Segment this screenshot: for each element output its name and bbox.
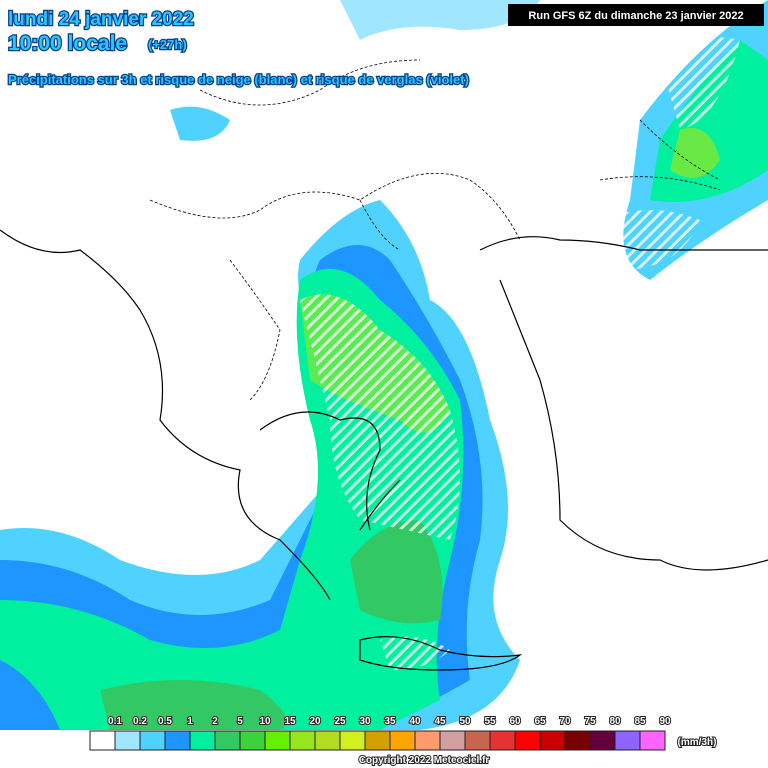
map-subtitle: Précipitations sur 3h et risque de neige… (8, 72, 469, 87)
legend-swatch (439, 730, 466, 751)
legend-label: 25 (334, 716, 346, 727)
legend-swatch (289, 730, 316, 751)
forecast-offset: (+27h) (148, 37, 187, 52)
legend-swatch (564, 730, 591, 751)
legend-label: 70 (559, 716, 571, 727)
legend-label: 45 (434, 716, 446, 727)
legend-label: 0.1 (108, 716, 122, 727)
legend-swatch (614, 730, 641, 751)
forecast-date: lundi 24 janvier 2022 (8, 9, 194, 30)
legend-swatch (89, 730, 116, 751)
legend-label: 50 (459, 716, 471, 727)
legend-label: 5 (237, 716, 243, 727)
legend-swatch (339, 730, 366, 751)
coastlines (0, 59, 768, 671)
legend: 0.1 0.2 0.5 1 2 5 10 15 20 25 30 35 40 45 50 55 60 65 70 75… (89, 715, 672, 751)
legend-label: 40 (409, 716, 421, 727)
precipitation (0, 0, 768, 730)
legend-label: 85 (634, 716, 646, 727)
legend-swatch (114, 730, 141, 751)
legend-swatch (314, 730, 341, 751)
legend-label: 80 (609, 716, 621, 727)
legend-swatch (589, 730, 616, 751)
legend-swatch (264, 730, 291, 751)
legend-label: 10 (259, 716, 271, 727)
legend-swatch (639, 730, 666, 751)
legend-swatch (164, 730, 191, 751)
forecast-time: 10:00 locale (8, 32, 127, 55)
legend-swatch (364, 730, 391, 751)
run-info: Run GFS 6Z du dimanche 23 janvier 2022 (528, 10, 743, 22)
legend-label: 0.5 (158, 716, 172, 727)
legend-swatch (189, 730, 216, 751)
legend-label: 0.2 (133, 716, 147, 727)
legend-label: 65 (534, 716, 546, 727)
legend-swatch (464, 730, 491, 751)
legend-label: 2 (212, 716, 218, 727)
legend-swatch (489, 730, 516, 751)
legend-swatch (139, 730, 166, 751)
legend-swatch (514, 730, 541, 751)
legend-label: 1 (187, 716, 193, 727)
legend-unit: (mm/3h) (678, 737, 717, 748)
legend-label: 75 (584, 716, 596, 727)
legend-swatch (214, 730, 241, 751)
legend-label: 55 (484, 716, 496, 727)
legend-swatch (239, 730, 266, 751)
legend-label: 60 (509, 716, 521, 727)
legend-label: 35 (384, 716, 396, 727)
legend-swatch (414, 730, 441, 751)
run-banner (508, 4, 764, 26)
legend-label: 20 (309, 716, 321, 727)
legend-label: 15 (284, 716, 296, 727)
legend-label: 30 (359, 716, 371, 727)
legend-swatch (539, 730, 566, 751)
copyright: Copyright 2022 Meteociel.fr (359, 755, 490, 766)
legend-label: 90 (659, 716, 671, 727)
legend-swatch (389, 730, 416, 751)
